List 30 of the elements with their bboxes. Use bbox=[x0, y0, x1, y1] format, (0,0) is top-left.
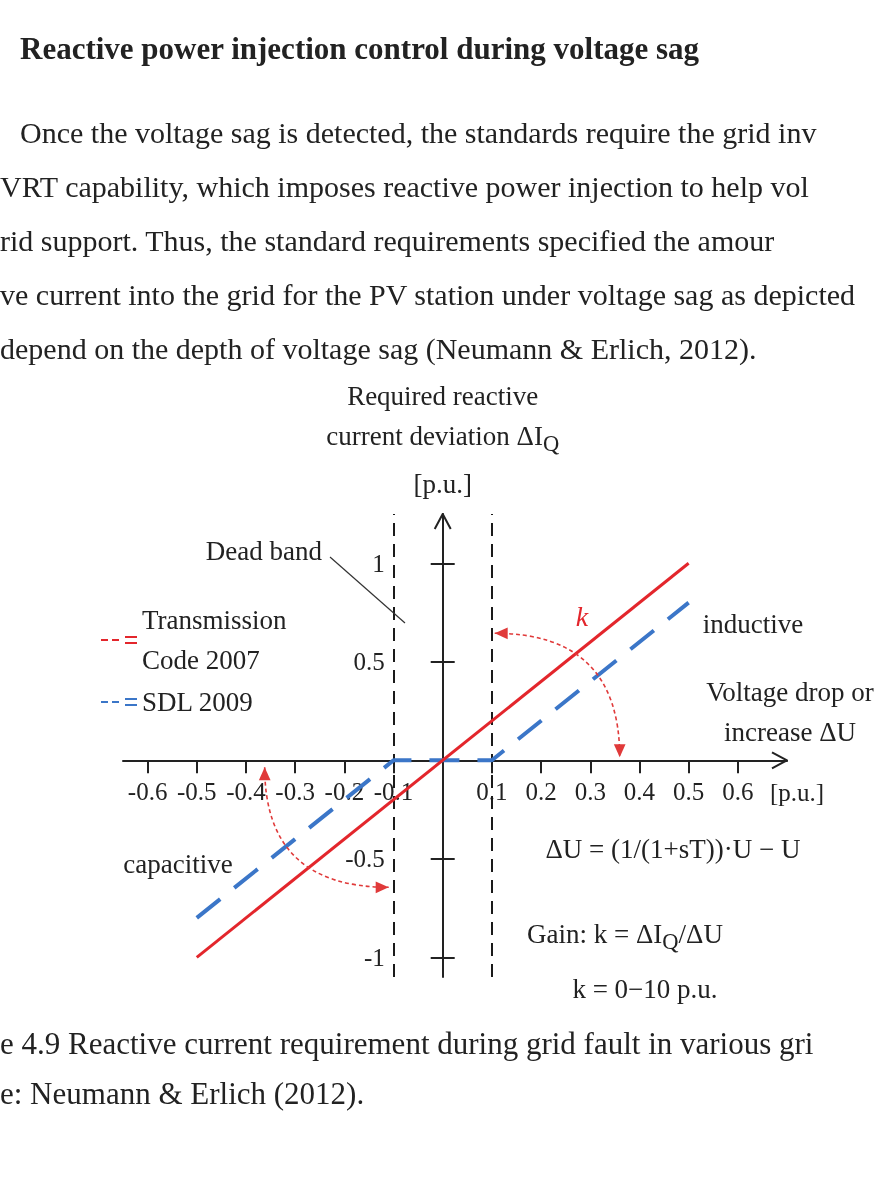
x-tick-label: 0.1 bbox=[476, 778, 508, 806]
y-tick-label: -1 bbox=[363, 943, 385, 971]
annotation: Dead band bbox=[205, 536, 322, 568]
annotation: k bbox=[575, 600, 589, 634]
annotation: capacitive bbox=[123, 849, 233, 881]
x-axis-title: Voltage drop or increase ΔU bbox=[705, 676, 875, 750]
chart-title: Reactive power injection control during voltage sag bbox=[20, 31, 700, 67]
legend-label: Transmission Code 2007 bbox=[142, 605, 294, 675]
annotation: k = 0−10 p.u. bbox=[572, 974, 718, 1006]
annotation: Gain: k = ΔI$_{Q}$/ΔU bbox=[527, 918, 723, 956]
x-tick-label: -0.6 bbox=[127, 778, 168, 806]
annotation: [p.u.] bbox=[769, 778, 825, 808]
x-tick-label: 0.2 bbox=[525, 778, 557, 806]
x-tick-label: 0.4 bbox=[623, 778, 656, 806]
y-tick-label: 0.5 bbox=[353, 648, 385, 676]
x-tick-label: 0.6 bbox=[722, 778, 754, 806]
annotation: inductive bbox=[702, 609, 804, 641]
x-tick-label: -0.5 bbox=[176, 778, 217, 806]
text: e 4.9 Reactive current requirement during grid fault in various gri bbox=[0, 1026, 814, 1062]
x-tick-label: 0.5 bbox=[673, 778, 705, 806]
x-tick-label: -0.3 bbox=[275, 778, 315, 806]
text: e: Neumann & Erlich (2012). bbox=[0, 1076, 365, 1112]
x-tick-label: 0.3 bbox=[574, 778, 606, 806]
text: Required reactive current deviation ΔI$_{Q}$ [p.u.] bbox=[326, 380, 560, 499]
x-tick-label: -0.4 bbox=[226, 778, 267, 806]
legend-label: SDL 2009 bbox=[142, 687, 253, 717]
y-tick-label: 1 bbox=[372, 549, 385, 577]
y-tick-label: -0.5 bbox=[345, 845, 385, 873]
annotation: ΔU = (1/(1+sT))·U − U bbox=[545, 834, 801, 866]
chart-subtitle: Once the voltage sag is detected, the standards require the grid inv VRT capability, which imposes reactive power injection to help vol rid support. Thus, the standard requirements specified the amour ve current into the grid for the PV station under voltage sag as depicted depend on the depth of voltage sag (Neumann & Erlich, 2012). bbox=[0, 115, 856, 367]
